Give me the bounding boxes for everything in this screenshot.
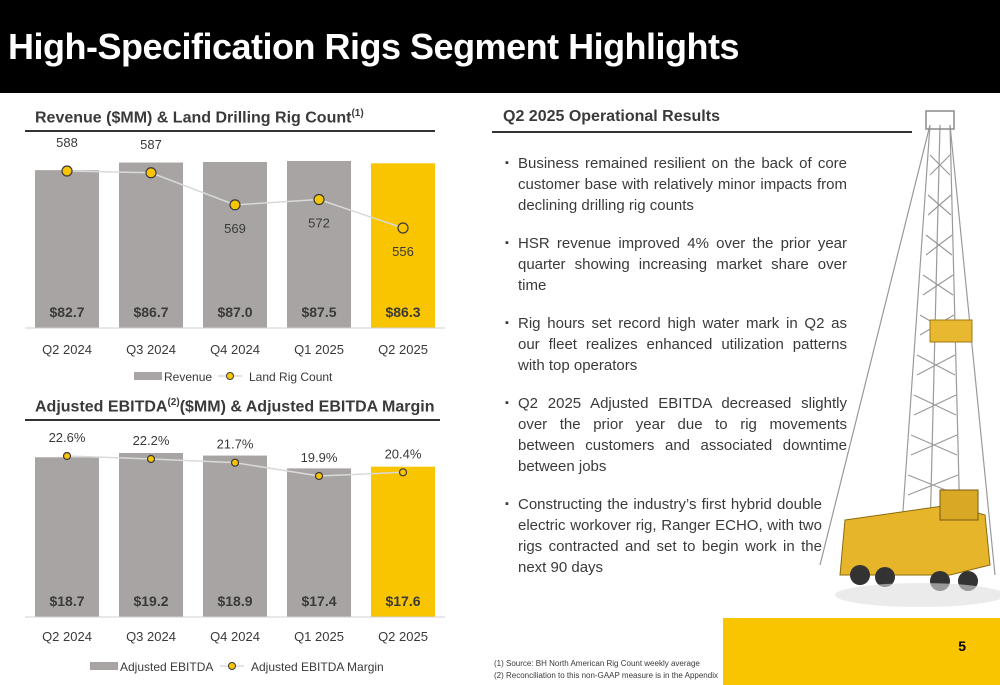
legend-swatch-marker bbox=[226, 372, 234, 380]
x-tick-label: Q4 2024 bbox=[210, 629, 260, 644]
results-bullet: Rig hours set record high water mark in … bbox=[505, 313, 847, 376]
results-bullet: Business remained resilient on the back … bbox=[505, 153, 847, 216]
line-value-label: 20.4% bbox=[385, 446, 422, 461]
bar-value-label: $86.3 bbox=[385, 304, 420, 320]
results-bullet: Q2 2025 Adjusted EBITDA decreased slight… bbox=[505, 393, 847, 477]
bar-1-1 bbox=[119, 453, 183, 617]
footnote-1: (1) Source: BH North American Rig Count … bbox=[494, 659, 700, 668]
bar-0-4 bbox=[371, 163, 435, 328]
ebitda-chart-title: Adjusted EBITDA(2)($MM) & Adjusted EBITD… bbox=[35, 397, 435, 416]
x-tick-label: Q2 2025 bbox=[378, 629, 428, 644]
bar-0-0 bbox=[35, 170, 99, 328]
page-number: 5 bbox=[958, 638, 966, 654]
legend-label: Adjusted EBITDA Margin bbox=[251, 660, 384, 674]
bar-value-label: $19.2 bbox=[133, 593, 168, 609]
bar-value-label: $87.0 bbox=[217, 304, 252, 320]
x-tick-label: Q2 2024 bbox=[42, 629, 92, 644]
line-point-1-1 bbox=[146, 454, 156, 464]
x-tick-label: Q3 2024 bbox=[126, 629, 176, 644]
revenue-chart-title: Revenue ($MM) & Land Drilling Rig Count(… bbox=[35, 108, 364, 127]
line-point-0-3 bbox=[313, 193, 325, 206]
line-point-1-3 bbox=[314, 471, 324, 481]
bar-value-label: $82.7 bbox=[49, 304, 84, 320]
legend-swatch-bar bbox=[90, 662, 118, 670]
line-point-0-1 bbox=[145, 167, 157, 179]
page-title: High-Specification Rigs Segment Highligh… bbox=[8, 26, 740, 67]
x-tick-label: Q3 2024 bbox=[126, 342, 176, 357]
line-value-label: 19.9% bbox=[301, 450, 338, 465]
line-value-label: 572 bbox=[308, 216, 330, 231]
monkey-board bbox=[929, 319, 973, 343]
line-point-1-0 bbox=[62, 451, 72, 461]
legend-swatch-bar bbox=[134, 372, 162, 380]
ebitda-chart-title-post: ($MM) & Adjusted EBITDA Margin bbox=[179, 398, 435, 416]
wheel bbox=[875, 567, 895, 587]
bar-0-3 bbox=[287, 161, 351, 328]
rig-cab bbox=[939, 489, 979, 521]
ebitda-chart-title-pre: Adjusted EBITDA bbox=[35, 398, 168, 416]
bar-1-0 bbox=[35, 457, 99, 617]
line-value-label: 588 bbox=[56, 135, 78, 150]
wheel bbox=[850, 565, 870, 585]
bar-1-4 bbox=[371, 466, 435, 617]
line-point-1-2 bbox=[230, 458, 240, 467]
bar-0-1 bbox=[119, 162, 183, 328]
ebitda-title-rule bbox=[25, 419, 440, 421]
x-tick-label: Q2 2025 bbox=[378, 342, 428, 357]
footnote-2: (2) Reconciliation to this non-GAAP meas… bbox=[494, 671, 718, 680]
x-tick-label: Q1 2025 bbox=[294, 342, 344, 357]
legend-label: Adjusted EBITDA bbox=[120, 660, 213, 674]
line-value-label: 22.2% bbox=[133, 433, 170, 448]
revenue-footnote-mark: (1) bbox=[351, 108, 364, 119]
bar-value-label: $17.4 bbox=[301, 593, 336, 609]
line-point-0-0 bbox=[61, 165, 73, 177]
x-tick-label: Q1 2025 bbox=[294, 629, 344, 644]
line-value-label: 587 bbox=[140, 137, 162, 152]
results-title-rule bbox=[492, 131, 912, 133]
legend-swatch-marker bbox=[228, 662, 236, 670]
page-number-box: 5 bbox=[723, 618, 1000, 685]
legend-label: Land Rig Count bbox=[249, 370, 333, 384]
bar-value-label: $86.7 bbox=[133, 304, 168, 320]
results-title: Q2 2025 Operational Results bbox=[503, 108, 720, 125]
bar-0-2 bbox=[203, 161, 267, 328]
bar-value-label: $87.5 bbox=[301, 304, 336, 320]
bar-value-label: $17.6 bbox=[385, 593, 420, 609]
bar-value-label: $18.7 bbox=[49, 593, 84, 609]
title-bar: High-Specification Rigs Segment Highligh… bbox=[0, 0, 1000, 93]
revenue-chart-title-text: Revenue ($MM) & Land Drilling Rig Count bbox=[35, 109, 352, 127]
line-value-label: 22.6% bbox=[49, 430, 86, 445]
line-point-0-4 bbox=[397, 222, 409, 234]
x-tick-label: Q2 2024 bbox=[42, 342, 92, 357]
line-value-label: 21.7% bbox=[217, 437, 254, 452]
results-bullet: Constructing the industry’s first hybrid… bbox=[505, 494, 822, 578]
footnotes: (1) Source: BH North American Rig Count … bbox=[494, 658, 718, 682]
crown-block bbox=[925, 110, 955, 130]
results-bullet-list: Business remained resilient on the back … bbox=[505, 153, 847, 578]
bar-1-2 bbox=[203, 455, 267, 617]
line-value-label: 569 bbox=[224, 221, 246, 236]
bar-value-label: $18.9 bbox=[217, 593, 252, 609]
ebitda-footnote-mark: (2) bbox=[167, 397, 180, 408]
bar-1-3 bbox=[287, 468, 351, 617]
legend-label: Revenue bbox=[164, 370, 212, 384]
line-point-1-4 bbox=[398, 468, 408, 477]
results-bullet: HSR revenue improved 4% over the prior y… bbox=[505, 233, 847, 296]
x-tick-label: Q4 2024 bbox=[210, 342, 260, 357]
line-value-label: 556 bbox=[392, 244, 414, 259]
drilling-rig-illustration bbox=[819, 110, 1000, 607]
revenue-title-rule bbox=[25, 130, 435, 132]
line-point-0-2 bbox=[229, 199, 241, 211]
rig-shadow bbox=[835, 583, 1000, 607]
